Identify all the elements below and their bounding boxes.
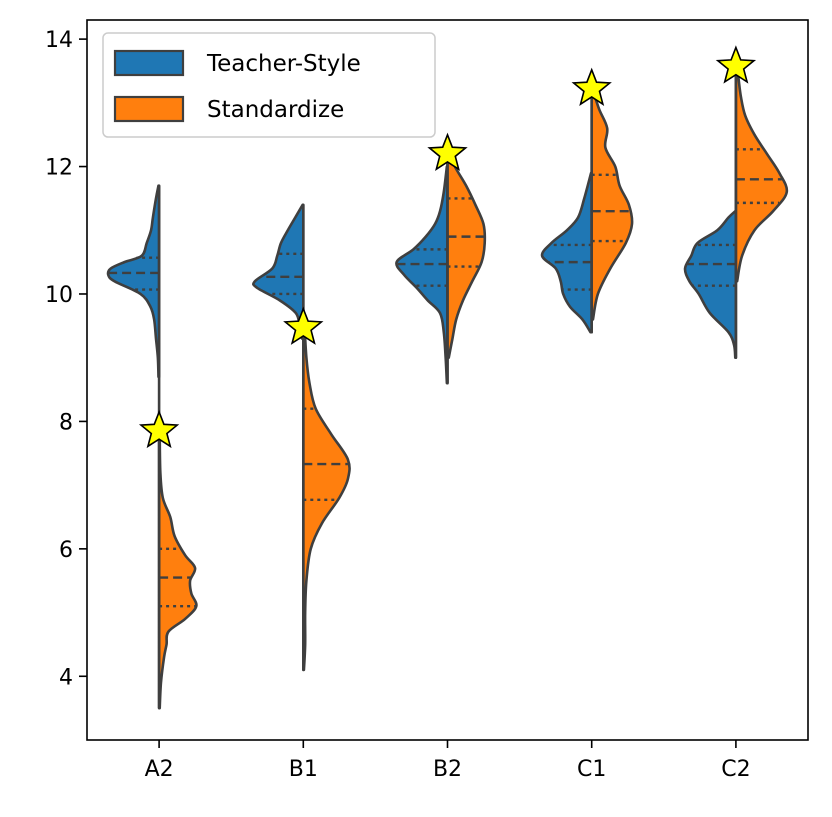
x-tick-label-a2: A2 <box>145 757 174 782</box>
violin-left-c2 <box>683 209 738 359</box>
legend-swatch-left <box>113 49 185 77</box>
violin-left-b1 <box>252 203 305 340</box>
x-axis: A2 B1 B2 C1 C2 <box>145 740 751 782</box>
x-tick-label-b2: B2 <box>433 757 462 782</box>
y-tick-label: 10 <box>45 283 73 308</box>
quartiles-layer <box>109 64 782 709</box>
x-tick-label-c2: C2 <box>721 757 750 782</box>
violin-right-c1 <box>590 88 634 321</box>
legend-label-left: Teacher-Style <box>206 51 361 77</box>
legend-box <box>102 32 436 138</box>
star-marker-a2 <box>138 409 180 449</box>
violin-right-a2 <box>157 432 198 710</box>
star-marker-c2 <box>715 45 757 84</box>
violin-left-a2 <box>106 184 161 379</box>
star-marker-c1 <box>571 67 612 106</box>
y-tick-label: 14 <box>45 28 73 53</box>
violin-right-c2 <box>734 63 789 283</box>
star-marker-b2 <box>427 132 468 171</box>
star-marker-b1 <box>283 306 324 345</box>
legend: Teacher-Style Standardize <box>102 32 436 138</box>
y-tick-label: 8 <box>59 410 73 435</box>
y-axis: 4 6 8 10 12 14 <box>45 28 87 690</box>
violin-left-c1 <box>540 171 593 334</box>
violin-right-b1 <box>302 324 351 672</box>
violin-right-b2 <box>446 152 487 359</box>
x-tick-label-c1: C1 <box>577 757 606 782</box>
violins-layer <box>106 63 789 710</box>
y-tick-label: 4 <box>59 665 73 690</box>
markers-layer <box>138 45 757 449</box>
x-tick-label-b1: B1 <box>289 757 318 782</box>
legend-swatch-right <box>113 95 185 123</box>
violin-left-b2 <box>395 165 449 385</box>
legend-label-right: Standardize <box>207 97 344 123</box>
y-tick-label: 6 <box>59 538 73 563</box>
y-tick-label: 12 <box>45 156 73 181</box>
